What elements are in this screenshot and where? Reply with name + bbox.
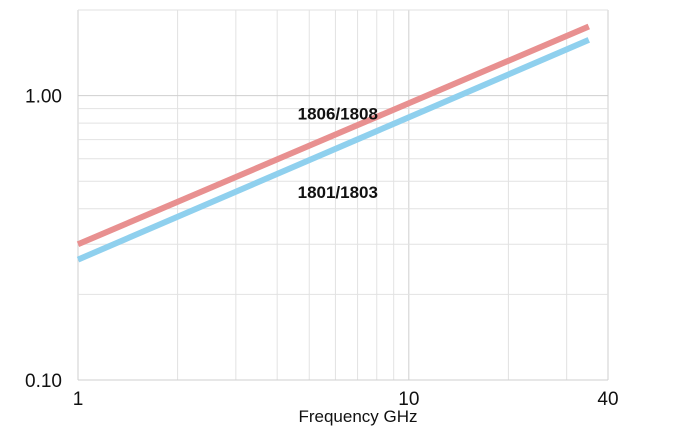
x-tick-label: 10 — [398, 389, 419, 410]
x-tick-labels: 1 10 40 — [73, 389, 619, 410]
x-tick-label: 1 — [73, 389, 84, 410]
series-label-0: 1806/1808 — [298, 105, 378, 124]
x-axis-title: Frequency GHz — [298, 407, 417, 426]
series-label-1: 1801/1803 — [298, 183, 378, 202]
y-tick-labels: 0.10 1.00 — [25, 87, 62, 392]
y-tick-label: 0.10 — [25, 371, 62, 392]
series-line-1 — [76, 37, 590, 263]
x-tick-label: 40 — [597, 389, 618, 410]
series-labels: 1806/1808 1801/1803 — [298, 105, 378, 202]
series-line-0 — [76, 23, 590, 248]
grid — [77, 9, 609, 381]
series-lines — [76, 23, 590, 263]
y-tick-label: 1.00 — [25, 87, 62, 108]
